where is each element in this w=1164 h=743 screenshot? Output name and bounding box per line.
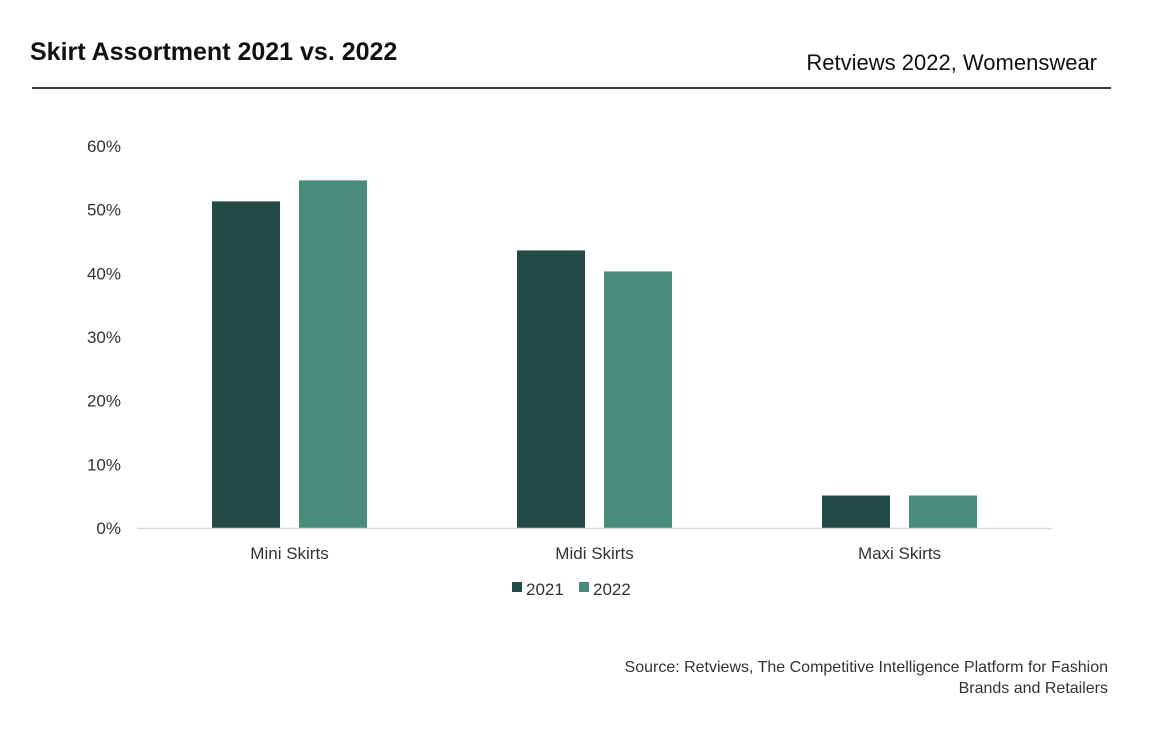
legend-swatch-2021 xyxy=(512,582,522,592)
bar-2022 xyxy=(909,495,977,528)
y-tick-label: 20% xyxy=(87,392,121,411)
legend-label-2022: 2022 xyxy=(593,580,631,599)
chart-title: Skirt Assortment 2021 vs. 2022 xyxy=(30,38,398,66)
source-line-1: Source: Retviews, The Competitive Intell… xyxy=(624,659,1108,676)
source-line-2: Brands and Retailers xyxy=(958,680,1108,697)
legend-swatch-2022 xyxy=(579,582,589,592)
y-tick-label: 30% xyxy=(87,328,121,347)
x-category-label: Maxi Skirts xyxy=(858,544,941,563)
chart-subtitle: Retviews 2022, Womenswear xyxy=(806,50,1097,75)
source-note: Source: Retviews, The Competitive Intell… xyxy=(408,657,1108,699)
y-tick-label: 60% xyxy=(87,137,121,156)
bar-2022 xyxy=(604,271,672,528)
y-tick-label: 40% xyxy=(87,264,121,283)
bar-2021 xyxy=(517,250,585,528)
x-category-label: Mini Skirts xyxy=(250,544,328,563)
bar-2022 xyxy=(299,180,367,528)
y-tick-label: 0% xyxy=(96,519,121,538)
legend-label-2021: 2021 xyxy=(526,580,564,599)
x-category-label: Midi Skirts xyxy=(555,544,633,563)
y-tick-label: 50% xyxy=(87,201,121,220)
y-tick-label: 10% xyxy=(87,455,121,474)
bar-2021 xyxy=(212,201,280,528)
bar-2021 xyxy=(822,495,890,528)
header-divider xyxy=(32,87,1111,89)
